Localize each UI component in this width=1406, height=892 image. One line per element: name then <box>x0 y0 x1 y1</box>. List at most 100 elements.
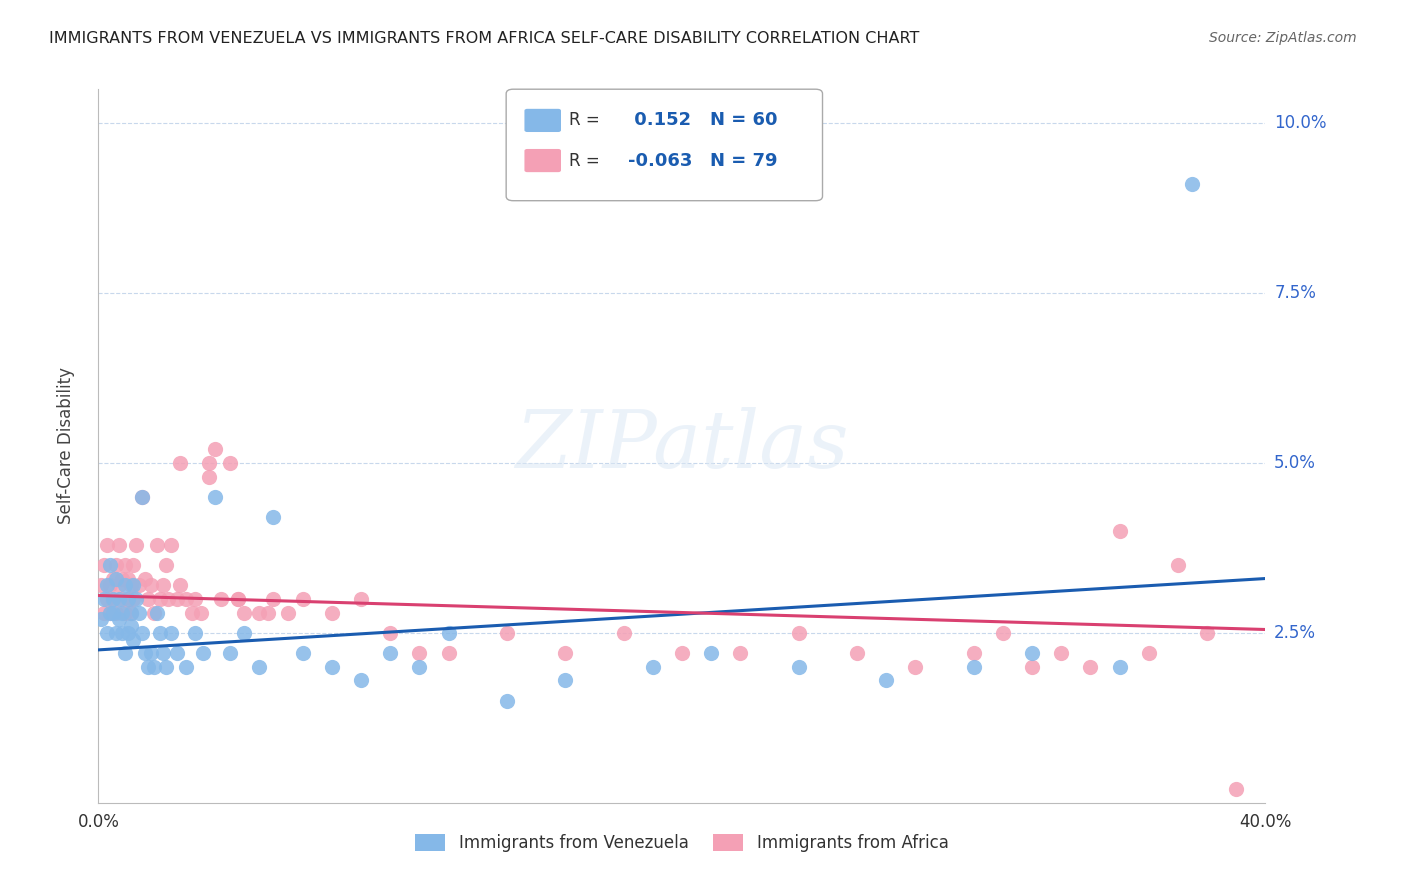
Point <box>169 578 191 592</box>
Point <box>1225 782 1247 797</box>
Text: 10.0%: 10.0% <box>1274 114 1327 132</box>
Point <box>1080 660 1102 674</box>
Point <box>134 646 156 660</box>
Point <box>174 591 197 606</box>
Point <box>198 456 221 470</box>
Point <box>228 591 250 606</box>
Point <box>90 612 112 626</box>
Point <box>125 537 148 551</box>
Point <box>117 572 139 586</box>
Point <box>247 606 270 620</box>
Point <box>108 612 131 626</box>
Point <box>1108 660 1130 674</box>
Point <box>101 572 124 586</box>
Point <box>146 606 169 620</box>
Point <box>209 591 232 606</box>
Point <box>350 591 373 606</box>
Point <box>1137 646 1160 660</box>
Point <box>93 591 115 606</box>
Point <box>408 646 430 660</box>
Text: -0.063: -0.063 <box>628 152 693 169</box>
Point <box>233 626 256 640</box>
Point <box>117 626 139 640</box>
Point <box>1021 660 1043 674</box>
Point <box>641 660 664 674</box>
Point <box>131 490 153 504</box>
Point <box>291 646 314 660</box>
Point <box>149 591 172 606</box>
Point <box>1021 646 1043 660</box>
Point <box>218 456 240 470</box>
Text: 0.152: 0.152 <box>628 112 692 129</box>
Point <box>612 626 634 640</box>
Point <box>128 606 150 620</box>
Point <box>554 673 576 688</box>
Point <box>160 537 183 551</box>
Point <box>169 456 191 470</box>
Point <box>160 626 183 640</box>
Point <box>408 660 430 674</box>
Text: N = 79: N = 79 <box>710 152 778 169</box>
Point <box>262 591 284 606</box>
Point <box>321 660 343 674</box>
Point <box>96 591 118 606</box>
Point <box>101 591 124 606</box>
Point <box>146 537 169 551</box>
Y-axis label: Self-Care Disability: Self-Care Disability <box>56 368 75 524</box>
Point <box>437 626 460 640</box>
Point <box>183 626 205 640</box>
Point <box>962 646 984 660</box>
Point <box>787 660 810 674</box>
Point <box>1050 646 1073 660</box>
Point <box>96 626 118 640</box>
Point <box>991 626 1014 640</box>
Point <box>128 578 150 592</box>
Point <box>122 558 145 572</box>
Point <box>846 646 869 660</box>
Point <box>136 591 159 606</box>
Point <box>380 626 402 640</box>
Point <box>98 558 121 572</box>
Point <box>350 673 373 688</box>
Point <box>139 646 162 660</box>
Point <box>108 578 131 592</box>
Text: 2.5%: 2.5% <box>1274 624 1316 642</box>
Point <box>204 490 226 504</box>
Point <box>108 537 131 551</box>
Point <box>152 578 174 592</box>
Point <box>730 646 752 660</box>
Text: R =: R = <box>569 112 600 129</box>
Point <box>114 578 136 592</box>
Point <box>114 606 136 620</box>
Point <box>962 660 984 674</box>
Point <box>875 673 897 688</box>
Point <box>233 606 256 620</box>
Point <box>111 591 134 606</box>
Point <box>114 558 136 572</box>
Point <box>380 646 402 660</box>
Point <box>98 606 121 620</box>
Point <box>198 469 221 483</box>
Point <box>96 578 118 592</box>
Point <box>496 694 519 708</box>
Point <box>1181 178 1204 192</box>
Text: Source: ZipAtlas.com: Source: ZipAtlas.com <box>1209 31 1357 45</box>
Point <box>152 646 174 660</box>
Point <box>496 626 519 640</box>
Point <box>180 606 202 620</box>
Point <box>321 606 343 620</box>
Point <box>228 591 250 606</box>
Point <box>291 591 314 606</box>
Point <box>554 646 576 660</box>
Point <box>114 646 136 660</box>
Point <box>183 591 205 606</box>
Text: IMMIGRANTS FROM VENEZUELA VS IMMIGRANTS FROM AFRICA SELF-CARE DISABILITY CORRELA: IMMIGRANTS FROM VENEZUELA VS IMMIGRANTS … <box>49 31 920 46</box>
Point <box>104 572 127 586</box>
Point <box>904 660 927 674</box>
Point <box>1167 558 1189 572</box>
Point <box>166 646 188 660</box>
Point <box>174 660 197 674</box>
Point <box>111 606 134 620</box>
Point <box>104 606 127 620</box>
Point <box>134 572 156 586</box>
